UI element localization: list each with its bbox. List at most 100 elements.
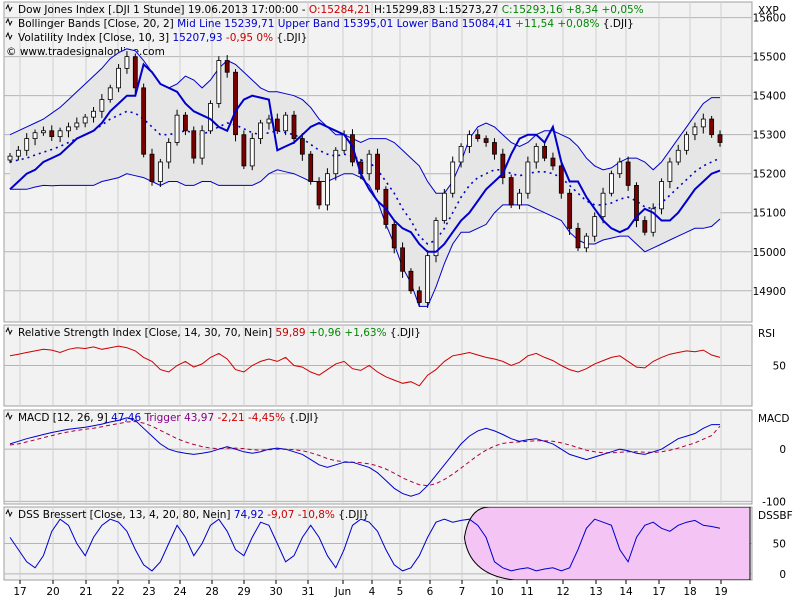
candle [634,182,639,228]
candle [583,233,589,253]
candle [57,127,63,143]
y-tick-label: 15500 [753,52,786,64]
candle [533,143,539,169]
rsi-line [9,345,721,387]
candle [441,188,447,224]
y-tick-label: 14900 [753,286,786,298]
panel-macd: 0 -100 MACD MACD [12, 26, 9] 47,46 Trigger … [3,409,789,508]
candle [7,153,13,164]
header-part: 15207,93 [172,32,225,44]
indicator-icon [5,17,13,27]
candle [99,94,105,118]
x-tick-label: 20 [46,586,59,598]
candle [124,51,130,74]
y-tick-label: -100 [762,496,786,508]
header-part: {.DJI} [335,509,369,521]
candle [132,53,138,95]
header-dss: DSS Bressert [Close, 13, 4, 20, 80, Nein… [18,509,369,521]
x-tick-label: 7 [459,586,466,598]
x-tick-label: 11 [520,586,533,598]
x-tick-label: 14 [619,586,633,598]
candle [625,156,631,191]
candle [700,113,706,134]
candle [199,125,205,165]
header-part: Relative Strength Index [Close, 14, 30, … [18,327,276,339]
candle [66,122,71,138]
x-tick-label: 10 [490,586,503,598]
candle [41,126,46,136]
candle [299,133,305,161]
axis-title-price: XXP [758,5,779,17]
bollinger-fill [10,48,720,307]
candle [166,138,172,169]
candle [450,156,456,198]
candle [659,178,664,215]
candle [233,69,238,142]
candle [216,56,222,108]
header-part: C:15293,16 +8,34 +0,05% [502,4,644,16]
panel-dss: 50 0 DSSBF DSS Bressert [Close, 13, 4, 20, … [3,506,793,581]
candle [458,143,464,168]
header-part: -0,95 0% [226,32,273,44]
y-tick-label: 15000 [753,247,786,259]
candle [308,151,314,185]
x-tick-label: 17 [13,586,26,598]
candle [400,242,405,278]
header-part: {.DJI} [387,327,421,339]
header-part: {.DJI} [285,412,319,424]
indicator-icon [5,31,13,41]
header-part: 59,89 [276,327,309,339]
candle [183,112,188,136]
candle [24,133,30,156]
candle [333,147,339,181]
candle [32,129,38,146]
candle [617,157,623,178]
y-tick-label: 15100 [753,208,786,220]
candle [467,130,472,154]
candle [208,100,213,134]
candle [416,286,422,307]
candle [600,187,606,224]
candle [82,114,88,128]
candle [692,122,698,141]
panel-frame-macd [3,409,753,505]
axis-title-dss: DSSBF [758,510,793,522]
candle [475,129,481,142]
macd-line [9,417,720,497]
volatility-index-line [9,62,721,253]
header-part: Dow Jones Index [.DJI 1 Stunde] 19.06.20… [18,4,309,16]
header-part: 74,92 [234,509,267,521]
x-tick-label: 17 [652,586,665,598]
header-part: {.DJI} [600,18,634,30]
candle [49,125,55,141]
header-part: Mid Line 15239,71 Upper Band 15395,01 Lo… [177,18,515,30]
x-tick-label: 4 [369,586,376,598]
header-part: DSS Bressert [Close, 13, 4, 20, 80, Nein… [18,509,234,521]
dss-line [9,518,721,572]
candle [483,135,489,147]
candle [433,217,439,263]
candle [325,168,330,211]
header-part: O:15284,21 [309,4,371,16]
candle [425,250,431,308]
candle [650,203,656,237]
x-tick-label: Jun [334,586,351,598]
x-tick-label: 31 [301,586,314,598]
header-part: MACD [12, 26, 9] [18,412,111,424]
candle [249,133,255,171]
candle [575,222,581,251]
bollinger-upper-band [9,48,720,194]
candle [709,115,715,138]
x-tick-label: 5 [397,586,404,598]
header-part: {.DJI} [273,32,307,44]
candle [517,188,522,210]
candle [224,55,230,78]
y-tick-label: 0 [779,444,786,456]
indicator-icon [5,411,13,421]
copyright-text: © www.tradesignalonline.com [6,46,165,58]
candle [542,142,547,162]
candle [408,268,414,294]
candle [684,131,689,155]
candle [667,157,673,189]
x-tick-label: 18 [683,586,696,598]
